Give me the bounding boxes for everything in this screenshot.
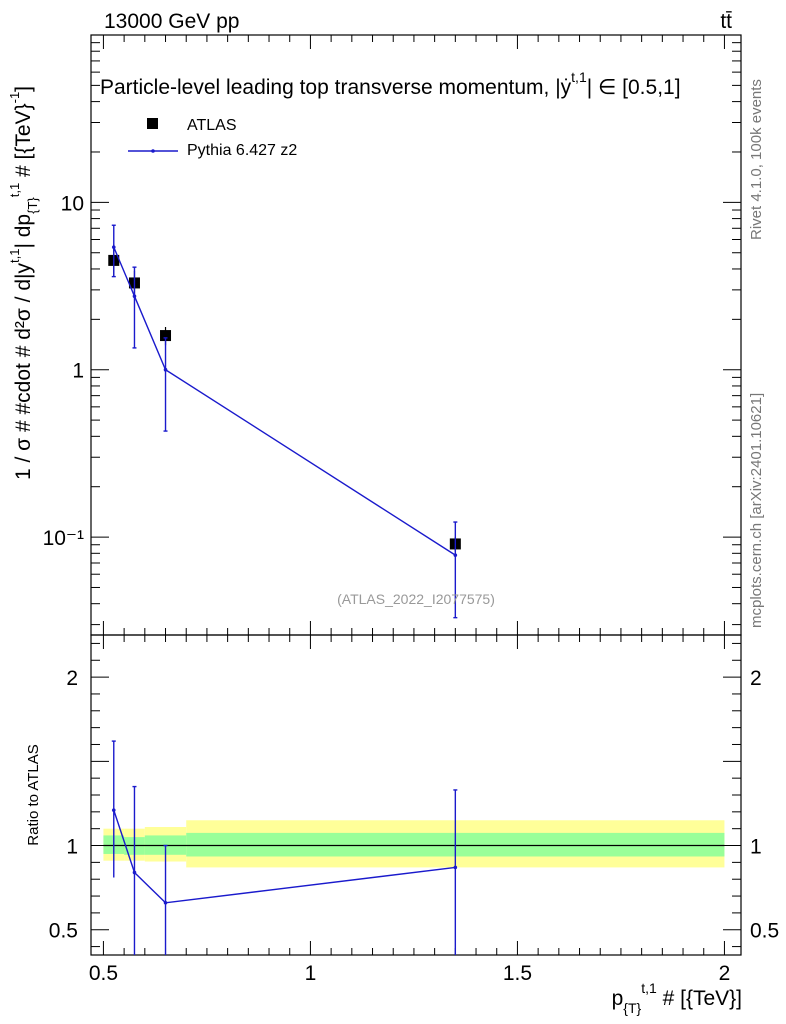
x-tick-label: 1.5 [503,962,532,985]
xlabel-tail: # [{TeV}] [657,987,742,1010]
ratio-panel: 0.5 1 1.5 2 0.5 0.5 1 1 2 2 [49,634,779,985]
xlabel-sup: t,1 [641,980,657,996]
chart-title-main: Particle-level leading top transverse mo… [100,76,572,99]
ratio-data-point [453,865,458,870]
main-y-tick-label: 10⁻¹ [43,527,84,550]
header-energy: 13000 GeV pp [104,10,239,33]
ratio-pythia-line [113,809,456,904]
main-ylabel-sup2: t,1 [7,183,22,197]
main-ylabel-sup3: -1 [7,92,22,104]
atlas-data-point [160,330,172,342]
header-process: tt̄ [720,10,732,33]
ratio-y-tick-label-left: 2 [66,667,78,690]
main-data-layer [108,224,461,619]
chart-title: Particle-level leading top transverse mo… [100,69,681,99]
ratio-data-point [111,808,116,812]
main-ylabel-text: 1 / σ # #cdot # d²σ / d|y [12,263,35,480]
legend-pythia-dot [151,149,155,153]
ratio-y-tick-label-left: 1 [66,836,78,859]
ratio-bands-layer [103,820,725,868]
ratio-ylabel: Ratio to ATLAS [25,744,42,845]
analysis-watermark: (ATLAS_2022_I2077575) [337,591,495,607]
main-ticks-layer: 10 1 10⁻¹ [43,35,741,635]
mcplots-source: mcplots.cern.ch [arXiv:2401.10621] [748,393,765,628]
ratio-y-tick-label-right: 1 [750,836,762,859]
xlabel-sub: {T} [623,1000,641,1016]
ratio-y-tick-label-left: 0.5 [49,920,78,943]
x-tick-label: 1 [305,962,317,985]
pythia-data-point [453,553,458,557]
rivet-info: Rivet 4.1.0, 100k events [748,79,765,240]
main-ylabel-sub: {T} [25,197,40,214]
ratio-ticks-layer: 0.5 1 1.5 2 0.5 0.5 1 1 2 2 [49,635,779,985]
ratio-y-tick-label-right: 2 [750,667,762,690]
pythia-line [113,246,456,556]
ratio-data-point [163,900,168,905]
ratio-data-point [132,870,137,875]
ratio-data-layer [111,740,458,955]
chart-title-sup: t,1 [571,69,587,85]
ratio-y-tick-label-right: 0.5 [750,920,779,943]
x-tick-label: 0.5 [89,962,118,985]
main-ylabel-text2: | dp [12,214,35,249]
pythia-data-point [132,294,137,298]
legend-atlas-label: ATLAS [187,117,237,134]
main-y-tick-label: 10 [61,192,84,215]
x-tick-label: 2 [719,962,731,985]
main-ylabel-tail: # [{TeV} [12,103,35,182]
legend: ATLAS Pythia 6.427 z2 [128,117,297,159]
xlabel: p{T}t,1 # [{TeV}] [612,980,742,1016]
main-ylabel-end: ] [12,86,35,92]
chart-title-tail: | ∈ [0.5,1] [587,76,681,99]
main-ylabel: 1 / σ # #cdot # d²σ / d|yt,1| dp{T}t,1 #… [7,86,40,480]
main-y-tick-label: 1 [72,360,84,383]
legend-atlas-marker [147,118,158,129]
main-ylabel-sup1: t,1 [7,249,22,263]
pythia-data-point [163,367,168,372]
xlabel-main: p [612,987,624,1010]
ratio-frame [90,634,742,956]
legend-pythia-label: Pythia 6.427 z2 [187,142,297,159]
pythia-data-point [111,245,116,249]
